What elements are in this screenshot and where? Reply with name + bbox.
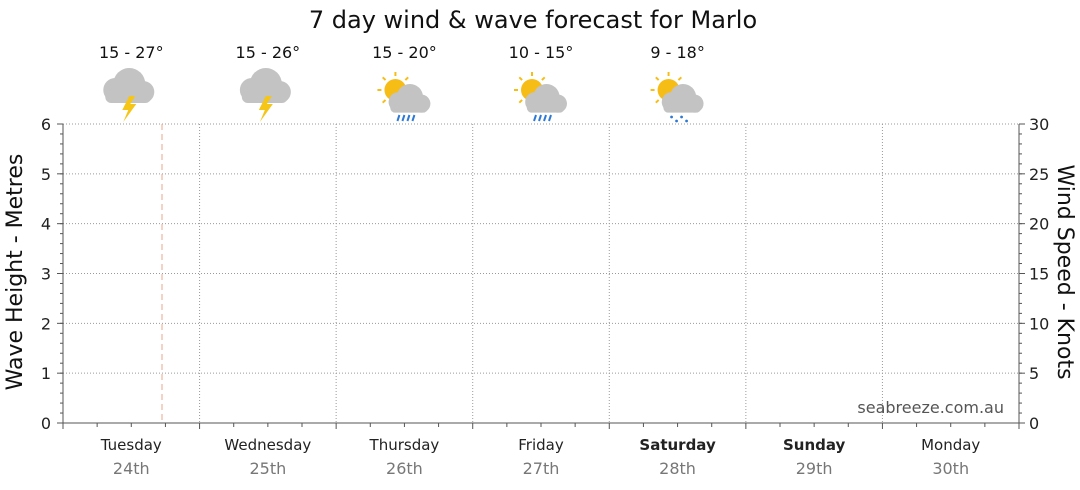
right-tick-label: 15 (1029, 265, 1049, 284)
day-name: Tuesday (100, 436, 162, 454)
cloud (388, 83, 431, 113)
axes (62, 124, 1020, 429)
grid (63, 123, 1019, 423)
left-tick-label: 6 (41, 115, 51, 134)
day-date: 29th (796, 459, 833, 478)
rain (396, 114, 416, 122)
day-date: 28th (659, 459, 696, 478)
right-tick-label: 30 (1029, 115, 1049, 134)
thunderstorm-icon (239, 68, 291, 122)
chart-title: 7 day wind & wave forecast for Marlo (309, 6, 757, 34)
sun-cloud-rain-icon (377, 72, 431, 122)
day-name: Sunday (783, 436, 846, 454)
day-name: Monday (921, 436, 980, 454)
right-tick-label: 0 (1029, 414, 1039, 433)
temperature-label: 10 - 15° (509, 43, 574, 62)
temperature-label: 15 - 26° (236, 43, 301, 62)
day-name: Saturday (639, 436, 716, 454)
left-tick-label: 2 (41, 314, 51, 333)
day-date: 24th (113, 459, 150, 478)
rain (670, 115, 688, 123)
right-tick-label: 10 (1029, 314, 1049, 333)
right-tick-label: 25 (1029, 165, 1049, 184)
day-name: Friday (518, 436, 564, 454)
left-axis-ticks: 0 1 2 3 4 5 6 (41, 115, 63, 433)
cloud (103, 68, 155, 103)
left-axis-title: Wave Height - Metres (3, 154, 28, 391)
day-date: 30th (932, 459, 969, 478)
cloud (239, 68, 291, 103)
day-date: 27th (523, 459, 560, 478)
cloud (661, 83, 704, 113)
day-labels: Tuesday 24th Wednesday 25th Thursday 26th Frid… (100, 436, 981, 478)
temperature-labels: 15 - 27° 15 - 26° 15 - 20° 10 - 15° 9 - 18° (99, 43, 705, 62)
temperature-label: 15 - 27° (99, 43, 164, 62)
watermark: seabreeze.com.au (857, 398, 1004, 417)
day-name: Thursday (369, 436, 440, 454)
temperature-label: 9 - 18° (650, 43, 704, 62)
right-axis-title: Wind Speed - Knots (1052, 164, 1077, 379)
left-tick-label: 4 (41, 215, 51, 234)
thunderstorm-icon (103, 68, 155, 122)
left-tick-label: 3 (41, 265, 51, 284)
bolt (122, 96, 137, 122)
left-tick-label: 5 (41, 165, 51, 184)
left-tick-label: 0 (41, 414, 51, 433)
bolt (258, 96, 273, 122)
sun-cloud-showers-icon (650, 72, 704, 123)
right-tick-label: 20 (1029, 215, 1049, 234)
right-tick-label: 5 (1029, 364, 1039, 383)
day-date: 25th (249, 459, 286, 478)
day-name: Wednesday (224, 436, 311, 454)
rain (533, 114, 552, 122)
temperature-label: 15 - 20° (372, 43, 437, 62)
right-axis-ticks: 0 5 10 15 20 25 30 (1019, 115, 1049, 433)
cloud (525, 83, 567, 113)
left-tick-label: 1 (41, 364, 51, 383)
day-date: 26th (386, 459, 423, 478)
sun-cloud-rain-icon (514, 72, 567, 122)
weather-icons (103, 68, 704, 123)
